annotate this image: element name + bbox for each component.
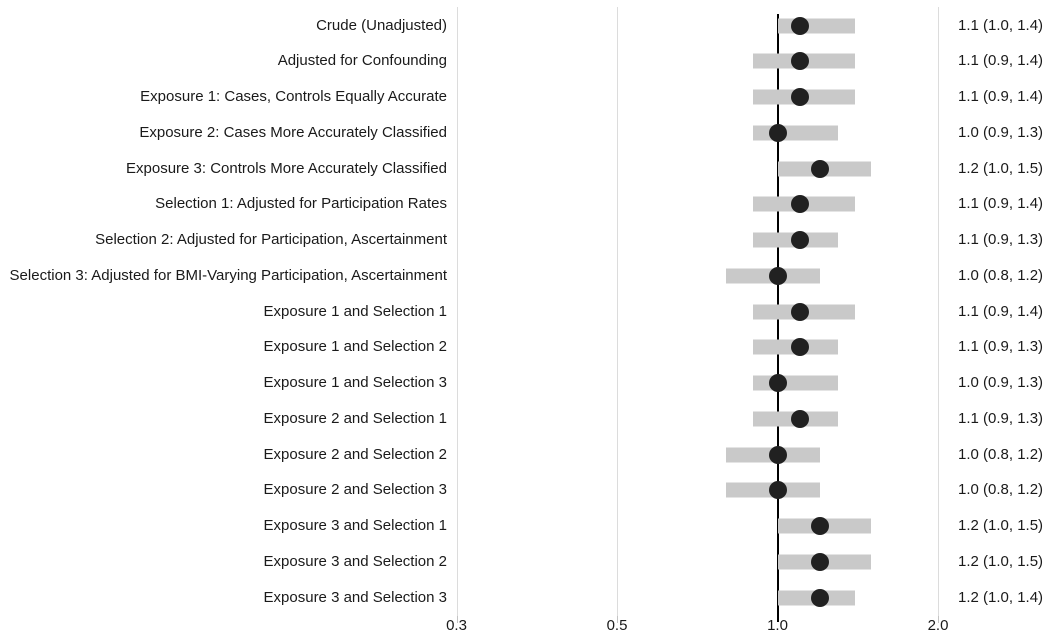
- estimate-value: 1.2 (1.0, 1.5): [958, 552, 1044, 570]
- row-label: Crude (Unadjusted): [316, 16, 447, 34]
- ci-bar: [753, 375, 839, 391]
- point-estimate-dot: [790, 338, 809, 357]
- x-axis-tick-label: 1.0: [767, 617, 788, 634]
- point-estimate-dot: [790, 231, 809, 249]
- row-label: Exposure 1 and Selection 3: [263, 374, 447, 391]
- ci-bar: [753, 125, 839, 141]
- estimate-value: 1.0 (0.8, 1.2): [958, 266, 1044, 284]
- point-estimate-dot: [810, 552, 829, 571]
- row-label: Exposure 1: Cases, Controls Equally Accu…: [140, 88, 447, 105]
- gridline: [456, 7, 458, 616]
- ci-bar: [777, 18, 856, 33]
- row-label: Selection 2: Adjusted for Participation,…: [95, 231, 447, 248]
- estimate-value: 1.1 (0.9, 1.3): [958, 338, 1044, 356]
- estimate-value: 1.1 (0.9, 1.4): [958, 302, 1044, 320]
- estimate-value: 1.1 (0.9, 1.3): [958, 409, 1044, 427]
- point-estimate-dot: [768, 481, 787, 500]
- row-label: Exposure 2: Cases More Accurately Classi…: [139, 123, 447, 141]
- row-label: Exposure 3 and Selection 1: [263, 517, 447, 534]
- point-estimate-dot: [768, 445, 787, 464]
- x-axis-tick: [456, 616, 458, 623]
- point-estimate-dot: [810, 517, 829, 535]
- row-label: Exposure 3 and Selection 2: [263, 552, 447, 570]
- point-estimate-dot: [790, 195, 809, 214]
- point-estimate-dot: [810, 588, 829, 607]
- row-label: Exposure 2 and Selection 1: [263, 409, 447, 427]
- estimate-value: 1.1 (0.9, 1.3): [958, 231, 1044, 248]
- x-axis-tick: [617, 616, 618, 623]
- x-axis-tick-label: 0.5: [606, 617, 628, 634]
- row-label: Exposure 3: Controls More Accurately Cla…: [126, 159, 447, 177]
- point-estimate-dot: [790, 16, 809, 35]
- x-axis-tick-label: 0.3: [446, 617, 467, 634]
- point-estimate-dot: [810, 159, 829, 178]
- row-label: Exposure 1 and Selection 1: [263, 302, 447, 320]
- estimate-value: 1.1 (1.0, 1.4): [958, 16, 1044, 34]
- estimate-value: 1.0 (0.9, 1.3): [958, 123, 1044, 141]
- estimate-value: 1.1 (0.9, 1.4): [958, 88, 1044, 105]
- estimate-value: 1.2 (1.0, 1.4): [958, 588, 1044, 606]
- estimate-value: 1.1 (0.9, 1.4): [958, 195, 1044, 213]
- row-label: Selection 1: Adjusted for Participation …: [155, 195, 447, 213]
- point-estimate-dot: [790, 52, 809, 71]
- point-estimate-dot: [768, 266, 787, 285]
- row-label: Exposure 2 and Selection 2: [263, 445, 447, 463]
- estimate-value: 1.2 (1.0, 1.5): [958, 159, 1044, 177]
- estimate-value: 1.0 (0.9, 1.3): [958, 374, 1044, 391]
- x-axis-tick: [938, 616, 939, 623]
- row-label: Adjusted for Confounding: [277, 52, 447, 70]
- point-estimate-dot: [790, 302, 809, 321]
- row-label: Exposure 3 and Selection 3: [263, 588, 447, 606]
- point-estimate-dot: [790, 409, 809, 428]
- row-label: Selection 3: Adjusted for BMI-Varying Pa…: [9, 266, 447, 284]
- estimate-value: 1.1 (0.9, 1.4): [958, 52, 1044, 70]
- row-label: Exposure 2 and Selection 3: [263, 481, 447, 499]
- row-label: Exposure 1 and Selection 2: [263, 338, 447, 356]
- gridline: [938, 7, 939, 616]
- gridline: [617, 7, 618, 616]
- point-estimate-dot: [768, 374, 787, 392]
- estimate-value: 1.2 (1.0, 1.5): [958, 517, 1044, 534]
- x-axis-tick-label: 2.0: [927, 617, 949, 634]
- point-estimate-dot: [790, 88, 809, 106]
- estimate-value: 1.0 (0.8, 1.2): [958, 481, 1044, 499]
- point-estimate-dot: [768, 123, 787, 142]
- estimate-value: 1.0 (0.8, 1.2): [958, 445, 1044, 463]
